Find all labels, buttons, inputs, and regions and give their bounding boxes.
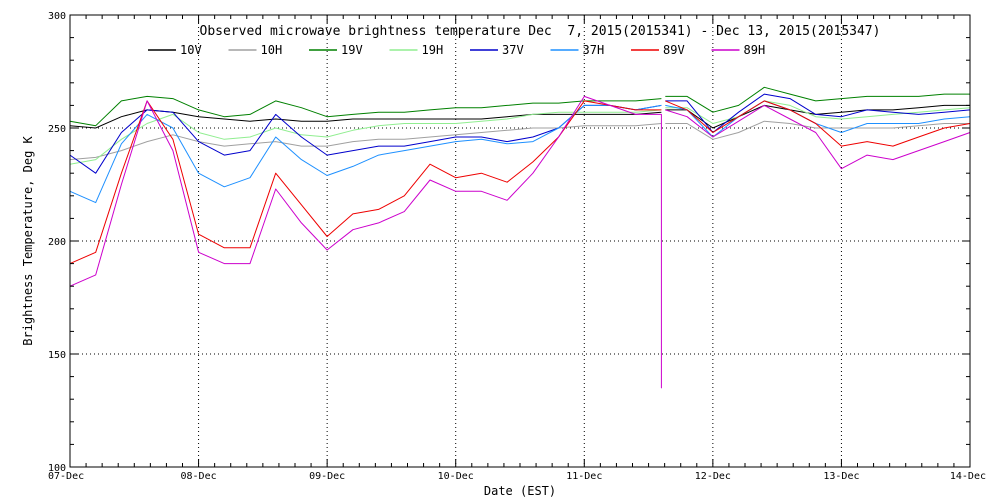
series-line-89v	[69, 100, 971, 265]
y-axis-label: Brightness Temperature, Deg K	[21, 135, 35, 345]
legend-label-10v: 10V	[180, 43, 202, 57]
legend-label-19h: 19H	[422, 43, 444, 57]
x-axis-label: Date (EST)	[484, 484, 556, 498]
legend-label-10h: 10H	[261, 43, 283, 57]
y-tick-label: 100	[48, 463, 66, 474]
y-tick-label: 250	[48, 124, 66, 135]
series-line-89h	[69, 95, 971, 389]
x-tick-label: 09-Dec	[309, 471, 345, 482]
series-line-37v	[69, 93, 971, 174]
series-line-10h	[69, 120, 970, 161]
series-line-19v	[69, 86, 970, 127]
y-tick-label: 150	[48, 350, 66, 361]
legend: 10V 10H 19V 19H 37V 37H 89V 89H	[148, 43, 765, 57]
tick-layer: 100 150 200 250 300 07-Dec 08-Dec 09-Dec 10-Dec 1…	[48, 11, 986, 482]
legend-label-37h: 37H	[583, 43, 605, 57]
legend-label-89v: 89V	[663, 43, 685, 57]
y-tick-label: 300	[48, 11, 66, 22]
grid-layer	[70, 15, 970, 467]
series-layer	[69, 86, 971, 389]
x-tick-label: 11-Dec	[566, 471, 602, 482]
series-line-19h	[69, 100, 971, 165]
x-tick-label: 07-Dec	[48, 471, 84, 482]
chart-title: Observed microwave brightness temperatur…	[200, 24, 881, 39]
legend-label-37v: 37V	[502, 43, 524, 57]
x-tick-label: 10-Dec	[438, 471, 474, 482]
legend-label-89h: 89H	[744, 43, 766, 57]
legend-label-19v: 19V	[341, 43, 363, 57]
y-tick-label: 200	[48, 237, 66, 248]
x-tick-label: 13-Dec	[823, 471, 859, 482]
x-tick-label: 12-Dec	[695, 471, 731, 482]
x-tick-label: 08-Dec	[181, 471, 217, 482]
x-tick-label: 14-Dec	[950, 471, 986, 482]
